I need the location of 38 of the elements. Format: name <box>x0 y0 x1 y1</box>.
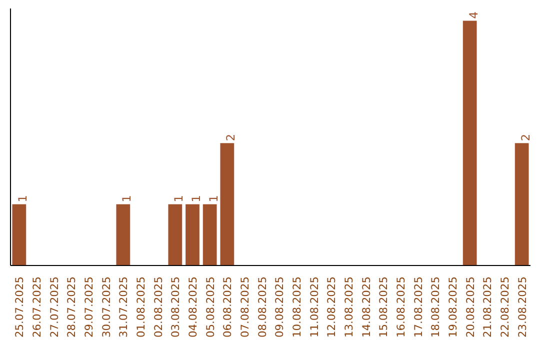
x-tick-label: 05.08.2025 <box>204 276 217 338</box>
x-tick-label: 17.08.2025 <box>412 276 425 338</box>
x-tick-label: 06.08.2025 <box>221 276 234 338</box>
x-tick-label: 07.08.2025 <box>238 276 252 338</box>
data-label: 4 <box>466 12 480 19</box>
x-tick-label: 25.07.2025 <box>13 276 26 338</box>
data-label: 1 <box>172 195 186 202</box>
data-label: 1 <box>16 195 30 202</box>
data-label: 1 <box>120 195 134 202</box>
x-tick-label: 08.08.2025 <box>256 276 269 338</box>
x-tick-label: 31.07.2025 <box>117 276 130 338</box>
x-tick-label: 12.08.2025 <box>325 276 338 338</box>
x-tick-label: 30.07.2025 <box>100 276 113 338</box>
x-tick-label: 18.08.2025 <box>429 276 442 338</box>
x-tick-label: 16.08.2025 <box>394 276 408 338</box>
x-tick-label: 13.08.2025 <box>342 276 356 338</box>
x-tick-label: 02.08.2025 <box>152 276 165 338</box>
x-tick-label: 21.08.2025 <box>481 276 494 338</box>
x-tick-label: 19.08.2025 <box>446 276 460 338</box>
x-tick-label: 29.07.2025 <box>82 276 96 338</box>
x-tick-label: 01.08.2025 <box>134 276 148 338</box>
x-tick-label: 20.08.2025 <box>464 276 477 338</box>
x-tick-label: 03.08.2025 <box>169 276 182 338</box>
x-tick-label: 11.08.2025 <box>308 276 321 338</box>
data-label: 1 <box>189 195 203 202</box>
data-label: 2 <box>224 134 238 142</box>
data-label: 1 <box>206 195 220 202</box>
data-label: 2 <box>518 134 532 142</box>
x-tick-label: 14.08.2025 <box>360 276 373 338</box>
x-tick-label: 10.08.2025 <box>290 276 304 338</box>
x-tick-label: 09.08.2025 <box>273 276 286 338</box>
x-tick-label: 22.08.2025 <box>498 276 512 338</box>
x-tick-label: 28.07.2025 <box>65 276 78 338</box>
x-tick-label: 26.07.2025 <box>30 276 44 338</box>
x-tick-label: 27.07.2025 <box>48 276 61 338</box>
x-tick-label: 15.08.2025 <box>377 276 390 338</box>
x-tick-label: 23.08.2025 <box>516 276 529 338</box>
x-tick-label: 04.08.2025 <box>186 276 200 338</box>
